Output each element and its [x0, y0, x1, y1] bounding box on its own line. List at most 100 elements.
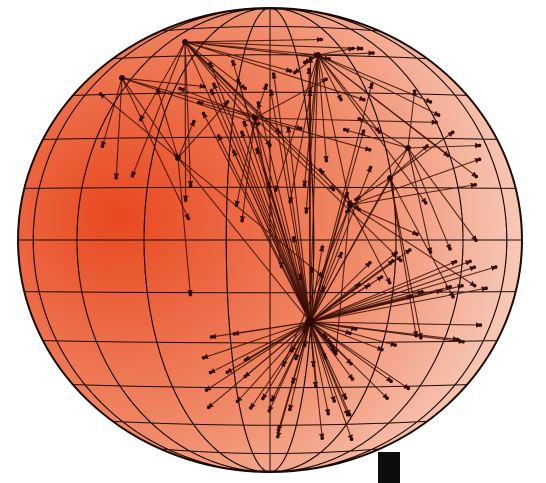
graph-node [345, 192, 349, 196]
graph-node [293, 71, 297, 75]
graph-node [434, 121, 438, 125]
graph-node [242, 120, 246, 124]
graph-node [354, 327, 358, 331]
graph-node [197, 101, 201, 105]
graph-node [274, 188, 278, 192]
graph-node [362, 129, 366, 133]
graph-node [202, 85, 206, 89]
graph-node [367, 283, 371, 287]
graph-node [393, 343, 397, 347]
graph-node [368, 261, 372, 265]
graph-node [236, 78, 240, 82]
graph-node [343, 128, 347, 132]
graph-node [351, 47, 355, 51]
graph-node [187, 217, 191, 221]
graph-node [189, 293, 193, 297]
graph-node [473, 265, 477, 269]
graph-node [261, 397, 265, 401]
graph-hub-node [305, 317, 315, 327]
graph-node [232, 150, 236, 154]
graph-node [288, 200, 292, 204]
graph-node [210, 335, 214, 339]
graph-node [303, 183, 307, 187]
graph-node [303, 329, 307, 333]
graph-node [370, 83, 374, 87]
graph-node [357, 283, 361, 287]
graph-node [484, 286, 488, 290]
graph-node [345, 210, 349, 214]
graph-node [380, 275, 384, 279]
graph-node [291, 380, 295, 384]
graph-node [202, 356, 206, 360]
graph-hub-node [405, 145, 411, 151]
graph-node [244, 358, 248, 362]
graph-node [288, 408, 292, 412]
graph-node [308, 90, 312, 94]
graph-hub-node [182, 39, 188, 45]
graph-node [255, 148, 259, 152]
graph-node [448, 285, 452, 289]
graph-node [368, 148, 372, 152]
graph-node [212, 82, 216, 86]
graph-node [240, 219, 244, 223]
graph-node [189, 184, 193, 188]
graph-node [456, 338, 460, 342]
graph-node [233, 332, 237, 336]
graph-node [474, 175, 478, 179]
graph-node [389, 379, 393, 383]
graph-node [192, 120, 196, 124]
graph-node [424, 201, 428, 205]
graph-node [334, 352, 338, 356]
graph-node [139, 118, 143, 122]
graph-node [267, 182, 271, 186]
graph-node [419, 336, 423, 340]
stand-post [378, 452, 400, 483]
graph-node [217, 134, 221, 138]
graph-node [289, 69, 293, 73]
graph-node [156, 88, 160, 92]
graph-node [231, 60, 235, 64]
graph-node [299, 127, 303, 131]
graph-node [331, 346, 335, 350]
graph-node [322, 286, 326, 290]
graph-node [256, 122, 260, 126]
graph-node [407, 387, 411, 391]
graph-node [272, 72, 276, 76]
graph-node [226, 100, 230, 104]
graph-node [309, 57, 313, 61]
graph-node [210, 89, 214, 93]
graph-node [282, 363, 286, 367]
graph-node [437, 113, 441, 117]
graph-node [360, 47, 364, 51]
graph-node [425, 144, 429, 148]
graph-node [178, 87, 182, 91]
graph-node [394, 251, 398, 255]
graph-node [314, 384, 318, 388]
graph-node [324, 78, 328, 82]
graph-node [478, 157, 482, 161]
graph-node [320, 436, 324, 440]
graph-node [380, 348, 384, 352]
graph-node [320, 274, 324, 278]
graph-node [270, 398, 274, 402]
graph-node [473, 183, 477, 187]
graph-node [351, 377, 355, 381]
graph-node [439, 289, 443, 293]
graph-node [101, 144, 105, 148]
graph-node [349, 362, 353, 366]
graph-node [339, 98, 343, 102]
graph-node [240, 131, 244, 135]
graph-node [399, 259, 403, 263]
graph-node [388, 281, 392, 285]
graph-node [304, 210, 308, 214]
graph-node [378, 130, 382, 134]
graph-node [413, 89, 417, 93]
graph-hub-node [119, 75, 125, 81]
graph-node [357, 208, 361, 212]
graph-node [448, 247, 452, 251]
graph-node [420, 290, 424, 294]
graph-node [362, 98, 366, 102]
graph-node [303, 61, 307, 65]
graph-node [184, 198, 188, 202]
